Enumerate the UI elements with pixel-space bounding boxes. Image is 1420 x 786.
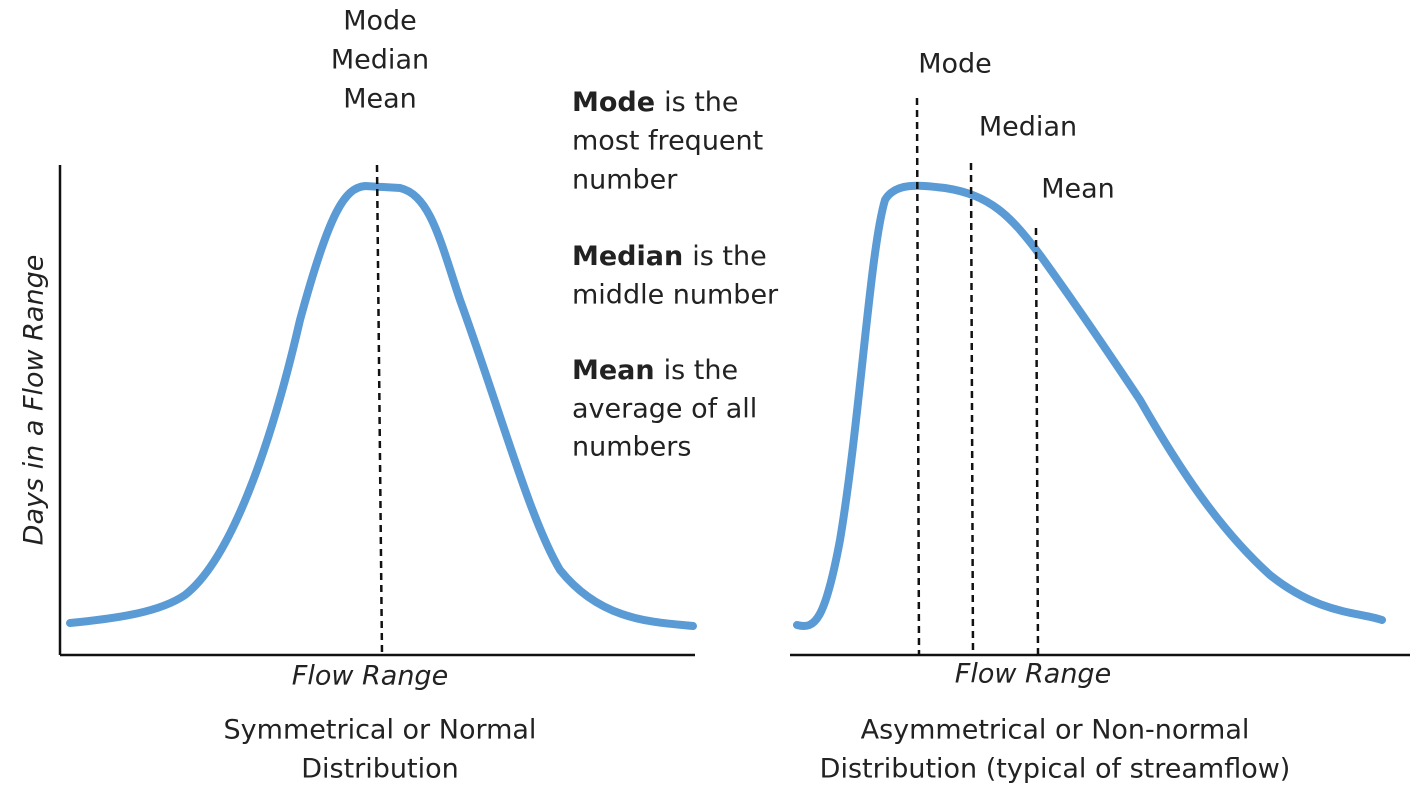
mode-line xyxy=(915,97,921,656)
x-axis-label: Flow Range xyxy=(292,661,448,692)
median-line xyxy=(969,162,975,656)
definition-line: Median is the xyxy=(572,241,767,272)
label: Median xyxy=(331,45,429,76)
label: Mean xyxy=(343,84,417,115)
center-line xyxy=(375,164,384,656)
label: Mode xyxy=(918,49,992,80)
caption: Asymmetrical or Non-normal xyxy=(861,715,1250,746)
label: Mean xyxy=(1041,174,1115,205)
text: is the xyxy=(664,355,738,386)
definition-line: average of all xyxy=(572,394,757,425)
definition-line: number xyxy=(572,165,678,196)
definition-line: Mode is the xyxy=(572,87,739,118)
skewed-curve xyxy=(793,181,1386,630)
label: Median xyxy=(979,112,1077,143)
text: is the xyxy=(664,87,738,118)
definition-line: middle number xyxy=(572,280,779,311)
definition-line: numbers xyxy=(572,432,691,463)
text: is the xyxy=(692,241,766,272)
mean-line xyxy=(1034,227,1040,656)
right-panel: Mode Median Mean Flow Range Asymmetrical… xyxy=(790,49,1410,785)
term: Median xyxy=(572,241,683,272)
label: Mode xyxy=(343,6,417,37)
y-axis-label: Days in a Flow Range xyxy=(19,255,50,546)
normal-curve xyxy=(66,182,697,630)
term: Mean xyxy=(572,355,655,386)
caption: Distribution xyxy=(301,754,459,785)
term: Mode xyxy=(572,87,655,118)
caption: Distribution (typical of streamflow) xyxy=(820,754,1291,785)
caption: Symmetrical or Normal xyxy=(224,715,537,746)
definition-line: Mean is the xyxy=(572,355,738,386)
left-panel: Mode Median Mean Days in a Flow Range Fl… xyxy=(19,6,697,785)
x-axis-label: Flow Range xyxy=(955,659,1111,690)
definitions: Mode is the most frequent number Median is… xyxy=(572,87,779,463)
definition-line: most frequent xyxy=(572,126,763,157)
